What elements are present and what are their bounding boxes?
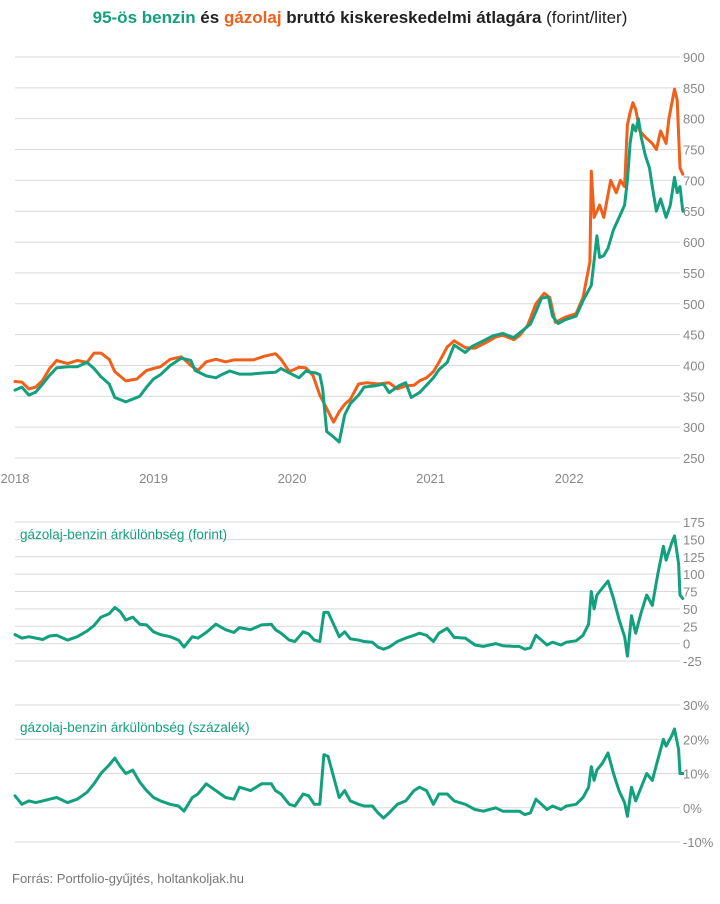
y-tick-label: -25 xyxy=(683,654,702,669)
y-tick-label: 150 xyxy=(683,532,705,547)
y-tick-label: 400 xyxy=(683,358,705,373)
title-gazolaj: gázolaj xyxy=(223,8,282,27)
x-tick-label: 2021 xyxy=(416,471,445,486)
y-tick-label: 500 xyxy=(683,297,705,312)
x-tick-label: 2020 xyxy=(278,471,307,486)
panel-title: gázolaj-benzin árkülönbség (forint) xyxy=(20,527,227,542)
y-tick-label: 50 xyxy=(683,602,697,617)
y-tick-label: 100 xyxy=(683,567,705,582)
y-tick-label: 900 xyxy=(683,50,705,65)
y-tick-label: 0% xyxy=(683,801,702,816)
series-line-95-ös-benzin xyxy=(13,117,685,444)
y-tick-label: 450 xyxy=(683,328,705,343)
y-tick-label: 700 xyxy=(683,173,705,188)
y-tick-label: 25 xyxy=(683,619,697,634)
chart-title: 95-ös benzin és gázolaj bruttó kiskeresk… xyxy=(0,8,720,28)
y-tick-label: 0 xyxy=(683,637,690,652)
panel-title: gázolaj-benzin árkülönbség (százalék) xyxy=(20,720,250,735)
y-tick-label: 600 xyxy=(683,235,705,250)
y-tick-label: 350 xyxy=(683,389,705,404)
series-line-gázolaj xyxy=(13,87,685,424)
y-tick-label: 750 xyxy=(683,143,705,158)
title-unit: (forint/liter) xyxy=(541,8,628,27)
title-rest: bruttó kiskereskedelmi átlagára xyxy=(281,8,542,27)
y-tick-label: 75 xyxy=(683,585,697,600)
y-tick-label: 30% xyxy=(683,698,709,713)
x-tick-label: 2018 xyxy=(1,471,30,486)
y-tick-label: 550 xyxy=(683,266,705,281)
y-tick-label: 175 xyxy=(683,515,705,530)
y-tick-label: 20% xyxy=(683,732,709,747)
y-tick-label: 300 xyxy=(683,420,705,435)
y-tick-label: 10% xyxy=(683,767,709,782)
title-benzin: 95-ös benzin xyxy=(92,8,196,27)
source-note: Forrás: Portfolio-gyűjtés, holtankoljak.… xyxy=(12,871,244,886)
series-line-diff xyxy=(13,534,685,658)
y-tick-label: 250 xyxy=(683,451,705,466)
y-tick-label: 125 xyxy=(683,550,705,565)
title-es: és xyxy=(195,8,224,27)
series-line-diff xyxy=(13,727,685,820)
x-tick-label: 2022 xyxy=(555,471,584,486)
x-tick-label: 2019 xyxy=(139,471,168,486)
y-tick-label: 650 xyxy=(683,204,705,219)
y-tick-label: 800 xyxy=(683,112,705,127)
y-tick-label: -10% xyxy=(683,835,714,850)
y-tick-label: 850 xyxy=(683,81,705,96)
